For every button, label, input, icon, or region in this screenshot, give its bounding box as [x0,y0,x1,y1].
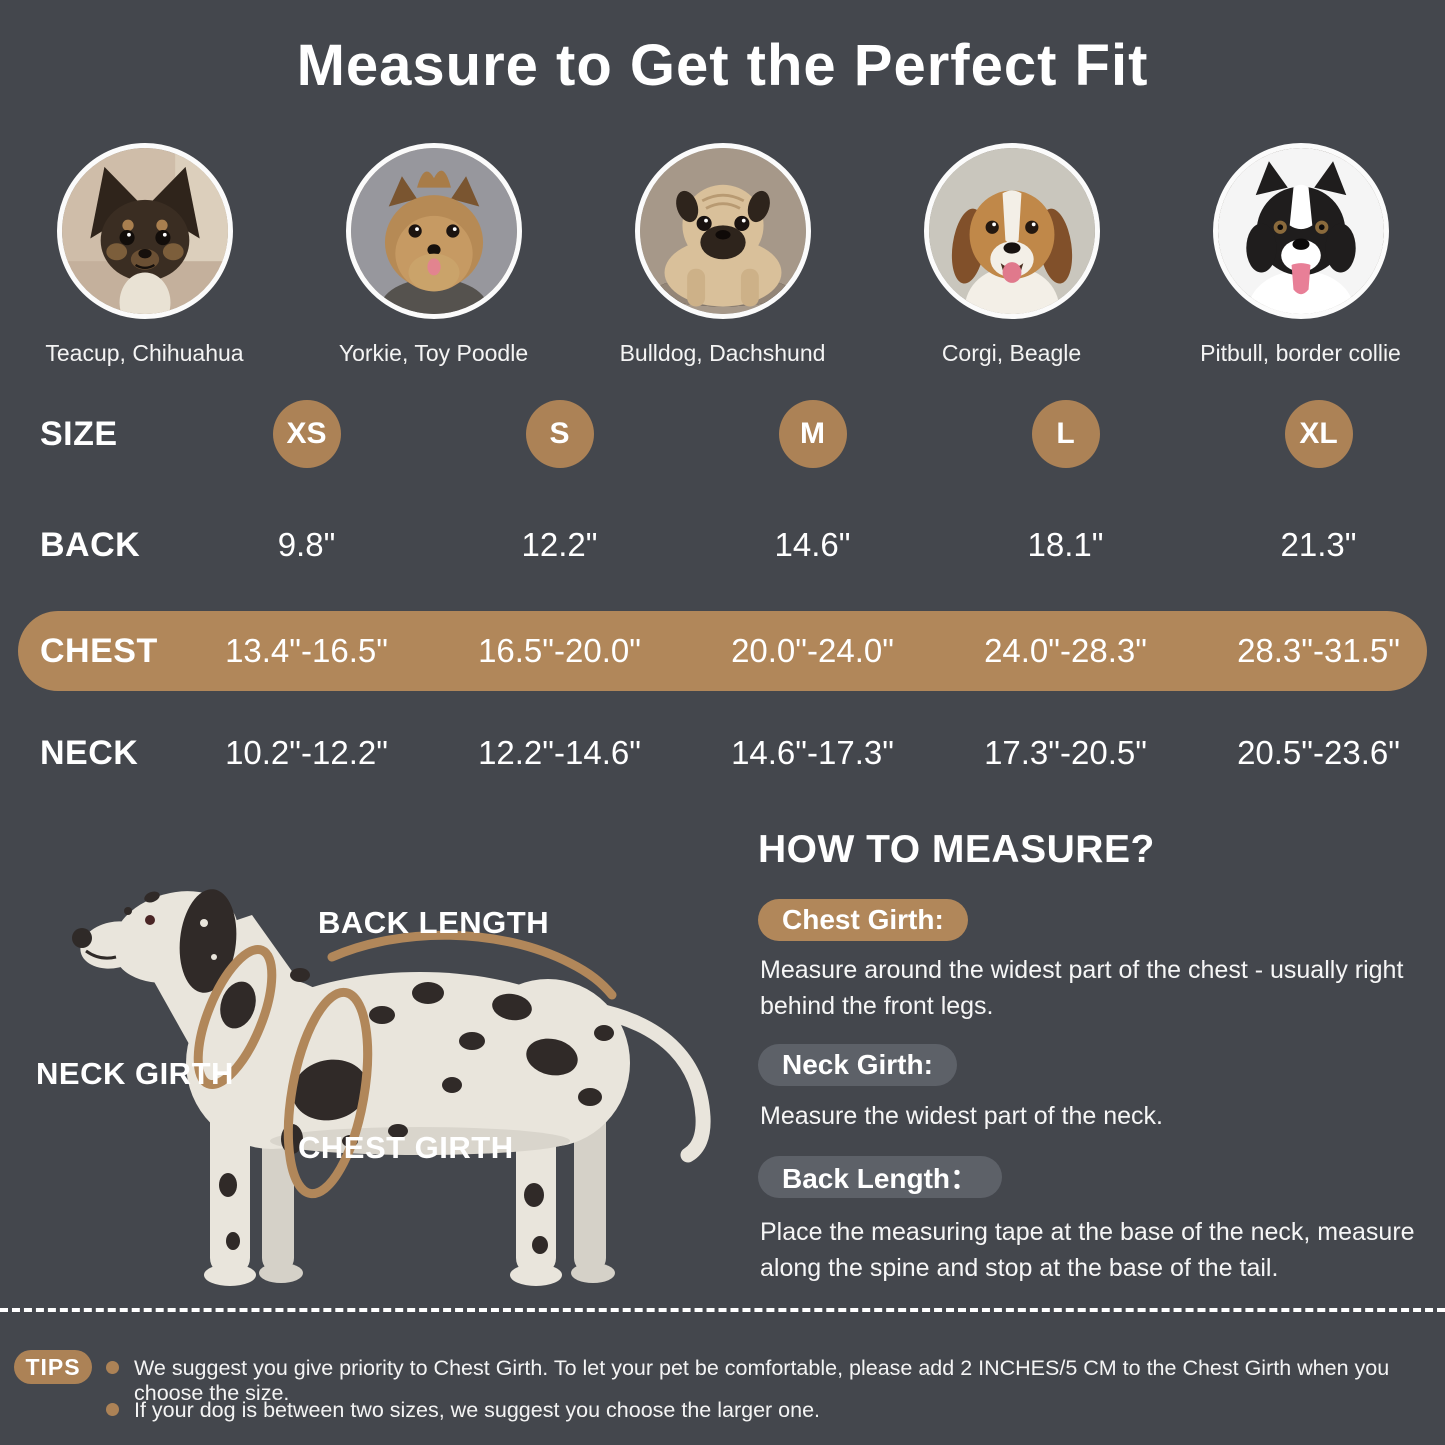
yorkie-photo [345,143,522,319]
pug-illustration [639,148,806,314]
tip-item: We suggest you give priority to Chest Gi… [106,1356,1438,1406]
chest-value-m: 20.0"-24.0" [731,632,894,669]
chihuahua-photo [56,143,233,319]
chest-value-s: 16.5"-20.0" [478,632,641,669]
back-value-xl: 21.3" [1280,526,1357,563]
size-badge-xl: XL [1284,400,1353,468]
neck-row-label: NECK [40,733,139,772]
chest-girth-label: CHEST GIRTH [298,1130,514,1165]
size-badge-xs: XS [272,400,341,468]
chest-row-label: CHEST [40,631,158,670]
breed-label: Bulldog, Dachshund [619,340,826,366]
chest-girth-pill: Chest Girth: [758,899,968,941]
back-value-s: 12.2" [521,526,598,563]
breed-beagle: Corgi, Beagle [867,143,1156,367]
dashed-divider [0,1308,1445,1312]
breed-yorkie: Yorkie, Toy Poodle [289,143,578,367]
breed-pug: Bulldog, Dachshund [578,143,867,367]
back-value-xs: 9.8" [277,526,336,563]
tip-text: If your dog is between two sizes, we sug… [134,1398,821,1422]
neck-girth-label: NECK GIRTH [36,1056,234,1091]
neck-row: NECK 10.2"-12.2" 12.2"-14.6" 14.6"-17.3"… [0,720,1445,786]
chest-value-l: 24.0"-28.3" [984,632,1147,669]
back-length-arc [327,930,617,1000]
neck-value-m: 14.6"-17.3" [731,734,894,771]
chest-value-xs: 13.4"-16.5" [225,632,388,669]
back-value-m: 14.6" [774,526,851,563]
chihuahua-illustration [61,148,228,314]
back-length-pill: Back Length： [758,1156,1003,1198]
chest-girth-instructions: Measure around the widest part of the ch… [760,956,1404,1020]
size-row: SIZE XS S M L XL [0,398,1445,470]
size-badge-s: S [525,400,594,468]
bullet-dot-icon [106,1361,119,1374]
neck-girth-instructions: Measure the widest part of the neck. [760,1102,1163,1130]
neck-value-s: 12.2"-14.6" [478,734,641,771]
back-row: BACK 9.8" 12.2" 14.6" 18.1" 21.3" [0,512,1445,578]
neck-value-l: 17.3"-20.5" [984,734,1147,771]
size-row-label: SIZE [40,414,118,453]
chest-girth-strap [283,987,373,1199]
neck-value-xl: 20.5"-23.6" [1237,734,1400,771]
chest-value-xl: 28.3"-31.5" [1237,632,1400,669]
tips-badge: TIPS [14,1350,92,1384]
beagle-photo [923,143,1100,319]
chest-row-highlight-band [18,611,1427,691]
breed-label: Pitbull, border collie [1200,340,1401,366]
border-collie-illustration [1217,148,1384,314]
breed-photo-row: Teacup, Chihuahua [0,143,1445,367]
page-title: Measure to Get the Perfect Fit [296,33,1149,98]
breed-label: Yorkie, Toy Poodle [338,340,529,366]
tip-text: We suggest you give priority to Chest Gi… [134,1356,1390,1405]
size-badge-l: L [1031,400,1100,468]
back-length-label: BACK LENGTH [318,905,550,940]
back-length-instructions: Place the measuring tape at the base of … [760,1218,1415,1282]
tip-item: If your dog is between two sizes, we sug… [106,1398,1438,1423]
size-badge-m: M [778,400,847,468]
breed-label: Teacup, Chihuahua [45,340,244,366]
back-row-label: BACK [40,525,141,564]
neck-girth-pill: Neck Girth: [758,1044,957,1086]
breed-label: Corgi, Beagle [941,340,1082,366]
breed-chihuahua: Teacup, Chihuahua [0,143,289,367]
pug-photo [634,143,811,319]
bullet-dot-icon [106,1403,119,1416]
breed-border-collie: Pitbull, border collie [1156,143,1445,367]
back-value-l: 18.1" [1027,526,1104,563]
border-collie-photo [1212,143,1389,319]
chest-row: CHEST 13.4"-16.5" 16.5"-20.0" 20.0"-24.0… [0,615,1445,687]
neck-value-xs: 10.2"-12.2" [225,734,388,771]
neck-girth-strap [193,944,277,1090]
yorkie-illustration [350,148,517,314]
dalmatian-measure-diagram [72,889,711,1286]
how-to-measure-heading: HOW TO MEASURE? [758,828,1155,871]
beagle-illustration [928,148,1095,314]
